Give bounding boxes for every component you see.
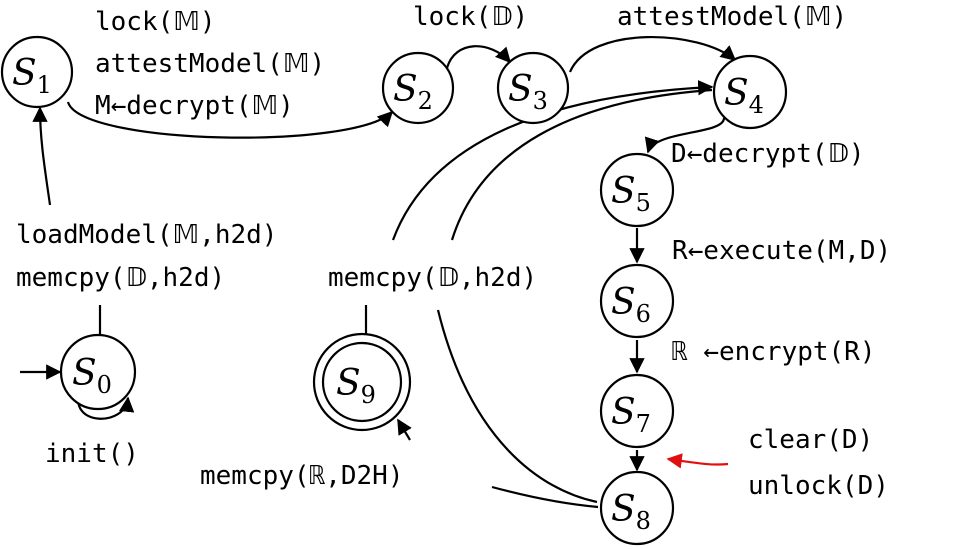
label-s8-s9: memcpy(ℝ,D2H) [200,461,404,491]
state-s1: S1 [0,35,74,109]
label-s3-s4: attestModel(𝕄) [617,2,847,32]
svg-text:S6: S6 [611,282,651,328]
svg-text:S3: S3 [508,69,548,115]
svg-text:S8: S8 [611,489,651,535]
state-s5: S5 [599,152,675,228]
state-s7: S7 [599,373,675,449]
svg-text:S5: S5 [611,171,651,217]
state-s0: S0 [59,333,137,411]
edge-s8-s9-upper [397,418,412,441]
label-s2-s3: lock(𝔻) [413,2,528,32]
label-s1-s2-line3: M←decrypt(𝕄) [95,91,294,121]
edge-s8-s4-upper [450,88,713,241]
edge-s3-s4 [568,35,737,73]
label-s1-s2-line1: lock(𝕄) [95,7,216,37]
state-s3: S3 [496,51,570,125]
state-s2: S2 [381,51,455,125]
svg-text:S2: S2 [393,69,433,115]
label-s5-s6: R←execute(M,D) [672,236,891,266]
state-s9-accepting: S9 [312,332,412,432]
svg-text:S7: S7 [611,392,651,438]
label-s0-s1-line1: loadModel(𝕄,h2d) [16,220,277,250]
state-s6: S6 [599,263,675,339]
edge-s4-s5 [644,117,726,154]
edge-s1-s2 [66,101,394,139]
edge-s9-s4-upper [391,79,714,241]
svg-text:S4: S4 [724,73,764,119]
edge-s0-s1-upper [32,106,52,206]
svg-text:S1: S1 [12,53,52,99]
svg-text:S0: S0 [72,353,112,399]
edge-s8-s4-lower [436,309,598,504]
edge-s2-s3 [445,45,512,69]
label-s9-s4: memcpy(𝔻,h2d) [328,263,537,293]
label-s4-s5: D←decrypt(𝔻) [671,139,864,169]
svg-text:S9: S9 [336,363,376,409]
label-s0-loop: init() [45,439,139,469]
state-s4: S4 [712,54,788,130]
state-s8: S8 [599,470,675,546]
label-s0-s1-line2: memcpy(𝔻,h2d) [16,263,225,293]
label-s7-s8-line2: unlock(D) [748,471,889,501]
label-s1-s2-line2: attestModel(𝕄) [95,49,325,79]
label-s7-s8-line1: clear(D) [748,425,873,455]
highlight-arrow [666,453,729,469]
label-s6-s7: ℝ ←encrypt(R) [672,337,876,367]
edge-s8-s9-lower [491,485,599,509]
